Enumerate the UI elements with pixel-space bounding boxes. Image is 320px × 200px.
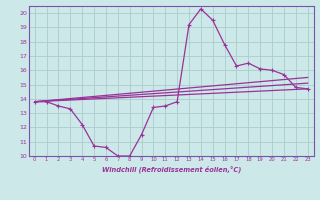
X-axis label: Windchill (Refroidissement éolien,°C): Windchill (Refroidissement éolien,°C) [101,165,241,173]
